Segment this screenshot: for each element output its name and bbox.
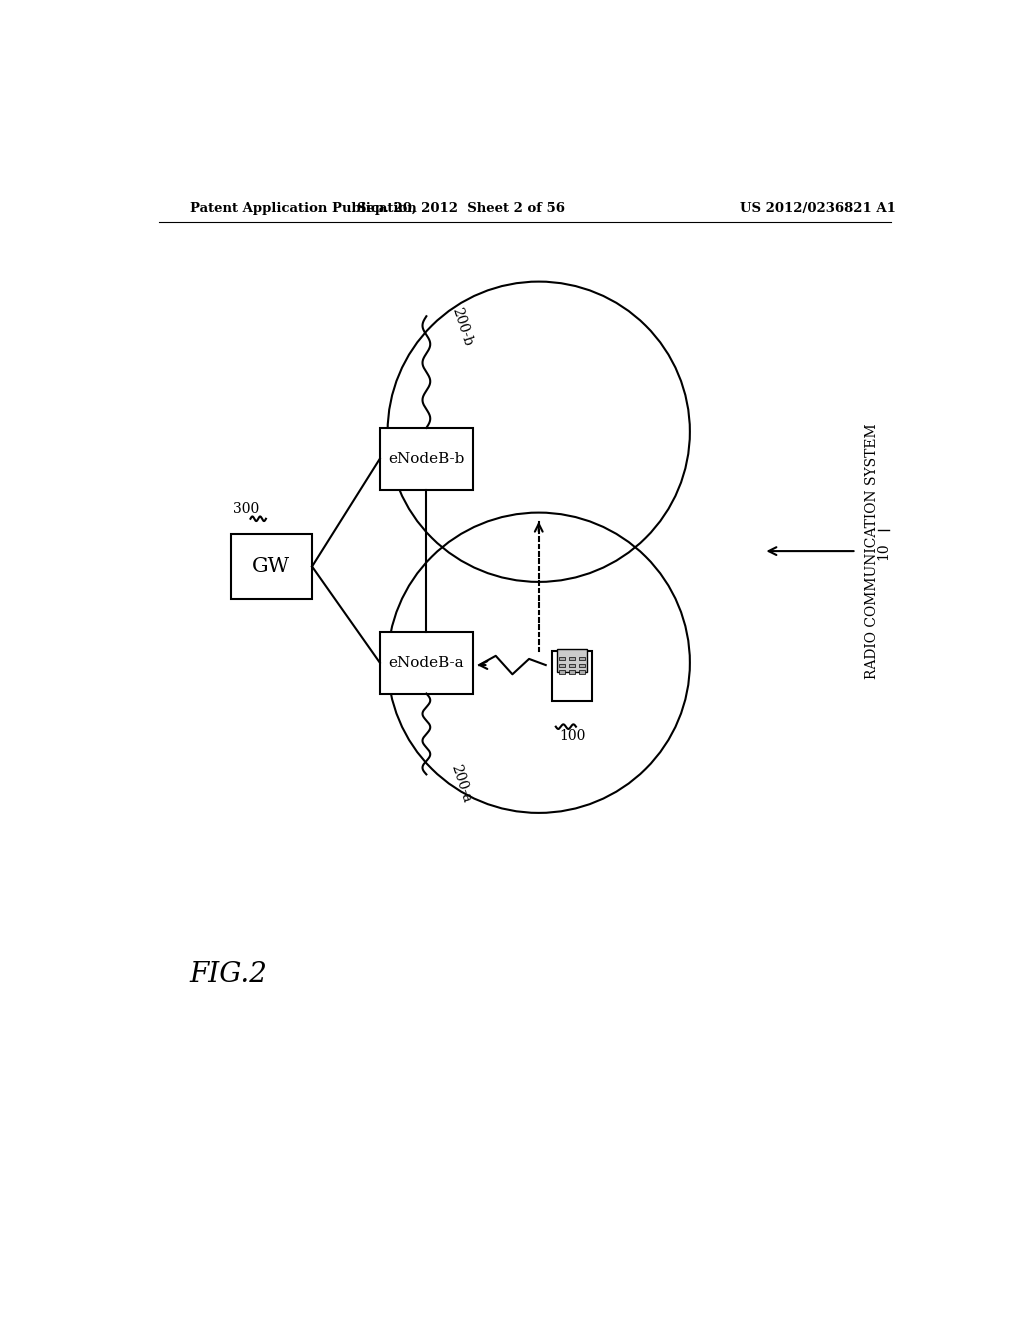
FancyBboxPatch shape xyxy=(552,651,592,701)
Text: eNodeB-a: eNodeB-a xyxy=(388,656,464,669)
FancyBboxPatch shape xyxy=(559,656,565,660)
FancyBboxPatch shape xyxy=(569,671,575,675)
FancyBboxPatch shape xyxy=(230,533,312,599)
Text: Patent Application Publication: Patent Application Publication xyxy=(190,202,417,215)
Text: Sep. 20, 2012  Sheet 2 of 56: Sep. 20, 2012 Sheet 2 of 56 xyxy=(357,202,565,215)
Text: US 2012/0236821 A1: US 2012/0236821 A1 xyxy=(739,202,896,215)
FancyBboxPatch shape xyxy=(569,664,575,668)
FancyBboxPatch shape xyxy=(380,632,473,693)
FancyBboxPatch shape xyxy=(579,664,586,668)
Text: GW: GW xyxy=(252,557,291,576)
Text: 200-b: 200-b xyxy=(450,305,475,347)
FancyBboxPatch shape xyxy=(559,664,565,668)
FancyBboxPatch shape xyxy=(579,671,586,675)
Text: 100: 100 xyxy=(559,729,586,743)
Text: 300: 300 xyxy=(232,502,259,516)
Text: RADIO COMMUNICATION SYSTEM: RADIO COMMUNICATION SYSTEM xyxy=(865,424,879,678)
Text: 200-a: 200-a xyxy=(449,763,473,804)
Text: eNodeB-b: eNodeB-b xyxy=(388,451,465,466)
FancyBboxPatch shape xyxy=(579,656,586,660)
Text: FIG.2: FIG.2 xyxy=(189,961,267,989)
FancyBboxPatch shape xyxy=(569,656,575,660)
FancyBboxPatch shape xyxy=(559,671,565,675)
Text: 10: 10 xyxy=(877,543,891,560)
FancyBboxPatch shape xyxy=(380,428,473,490)
FancyBboxPatch shape xyxy=(557,648,587,672)
